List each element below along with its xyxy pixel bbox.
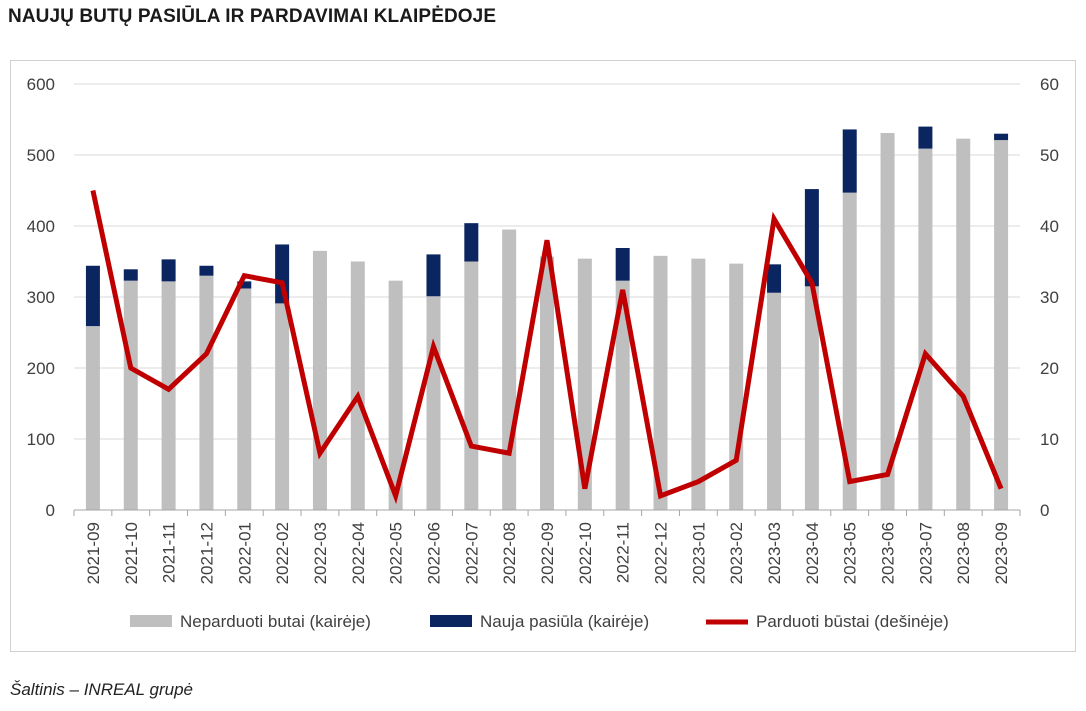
x-tick-label: 2021-10 <box>122 522 141 584</box>
bar-unsold <box>729 263 744 510</box>
x-tick-label: 2022-10 <box>576 522 595 584</box>
x-tick-label: 2022-02 <box>273 522 292 584</box>
y-right-tick-label: 60 <box>1040 75 1059 94</box>
y-left-tick-label: 300 <box>27 288 55 307</box>
y-left-tick-label: 200 <box>27 359 55 378</box>
legend-label-sold: Parduoti būstai (dešinėje) <box>756 612 949 631</box>
bar-new-supply <box>994 133 1009 141</box>
bar-unsold <box>804 286 819 510</box>
bar-new-supply <box>199 265 214 276</box>
x-tick-label: 2022-05 <box>387 522 406 584</box>
bar-unsold <box>502 229 517 511</box>
x-tick-label: 2022-11 <box>614 522 633 583</box>
sales-line <box>90 189 1004 505</box>
bar-new-supply <box>615 248 630 281</box>
legend-label-unsold: Neparduoti butai (kairėje) <box>180 612 371 631</box>
bar-new-supply <box>85 265 100 327</box>
bar-unsold <box>918 148 933 511</box>
bar-new-supply <box>767 264 782 293</box>
bar-unsold <box>161 281 176 510</box>
y-left-tick-label: 100 <box>27 430 55 449</box>
page-title: NAUJŲ BUTŲ PASIŪLA IR PARDAVIMAI KLAIPĖD… <box>8 6 497 27</box>
x-tick-label: 2022-09 <box>538 522 557 584</box>
bars <box>85 126 1009 511</box>
bar-unsold <box>577 258 592 510</box>
bar-unsold <box>237 288 252 510</box>
x-tick-label: 2023-05 <box>841 522 860 584</box>
x-tick-label: 2023-04 <box>803 522 822 584</box>
bar-unsold <box>275 303 290 510</box>
y-left-tick-label: 500 <box>27 146 55 165</box>
bar-unsold <box>691 258 706 510</box>
x-tick-label: 2022-04 <box>349 522 368 584</box>
bar-unsold <box>880 132 895 511</box>
chart-frame <box>10 60 1076 652</box>
bar-new-supply <box>123 269 138 281</box>
x-tick-label: 2023-08 <box>954 522 973 584</box>
x-tick-label: 2021-12 <box>197 522 216 584</box>
bar-new-supply <box>237 281 252 289</box>
x-tick-label: 2023-03 <box>765 522 784 584</box>
legend-swatch-unsold <box>130 615 172 627</box>
x-tick-label: 2023-02 <box>727 522 746 584</box>
y-left-tick-label: 600 <box>27 75 55 94</box>
x-tick-label: 2022-06 <box>424 522 443 584</box>
bar-unsold <box>994 140 1009 510</box>
bar-unsold <box>615 280 630 510</box>
x-tick-label: 2023-07 <box>916 522 935 584</box>
x-tick-label: 2023-06 <box>879 522 898 584</box>
bar-unsold <box>464 261 479 510</box>
y-right-tick-label: 20 <box>1040 359 1059 378</box>
bar-new-supply <box>918 126 933 149</box>
legend-swatch-new-supply <box>430 615 472 627</box>
bar-unsold <box>540 256 554 510</box>
y-right-tick-label: 30 <box>1040 288 1059 307</box>
x-tick-label: 2022-07 <box>462 522 481 584</box>
bar-unsold <box>426 296 441 510</box>
bar-new-supply <box>464 223 479 262</box>
bar-new-supply <box>804 189 819 287</box>
bar-unsold <box>388 280 403 510</box>
legend: Neparduoti butai (kairėje) Nauja pasiūla … <box>130 612 949 631</box>
x-tick-label: 2021-09 <box>84 522 103 584</box>
x-tick-label: 2023-01 <box>689 522 708 584</box>
bar-new-supply <box>426 254 441 297</box>
bar-unsold <box>653 255 668 510</box>
x-tick-label: 2021-11 <box>160 522 179 583</box>
bar-new-supply <box>842 129 857 193</box>
y-right-tick-label: 40 <box>1040 217 1059 236</box>
y-right-tick-label: 10 <box>1040 430 1059 449</box>
bar-unsold <box>956 138 971 511</box>
x-tick-label: 2023-09 <box>992 522 1011 584</box>
x-tick-label: 2022-08 <box>500 522 519 584</box>
bar-unsold <box>842 192 857 510</box>
axes: 0 100 200 300 400 500 600 0 10 20 30 40 50 60 2021-09 2… <box>27 75 1059 584</box>
bar-unsold <box>312 250 327 510</box>
bar-new-supply <box>161 259 176 282</box>
y-left-tick-label: 400 <box>27 217 55 236</box>
bar-unsold <box>199 275 214 510</box>
source-note: Šaltinis – INREAL grupė <box>10 680 194 699</box>
x-tick-label: 2022-12 <box>652 522 671 584</box>
y-right-tick-label: 50 <box>1040 146 1059 165</box>
y-left-tick-label: 0 <box>46 501 55 520</box>
bar-unsold <box>85 326 100 510</box>
legend-label-new-supply: Nauja pasiūla (kairėje) <box>480 612 649 631</box>
x-tick-label: 2022-01 <box>235 522 254 584</box>
bar-unsold <box>123 280 138 510</box>
y-right-tick-label: 0 <box>1040 501 1049 520</box>
x-tick-label: 2022-03 <box>311 522 330 584</box>
bar-unsold <box>350 261 365 510</box>
bar-unsold <box>767 292 782 510</box>
